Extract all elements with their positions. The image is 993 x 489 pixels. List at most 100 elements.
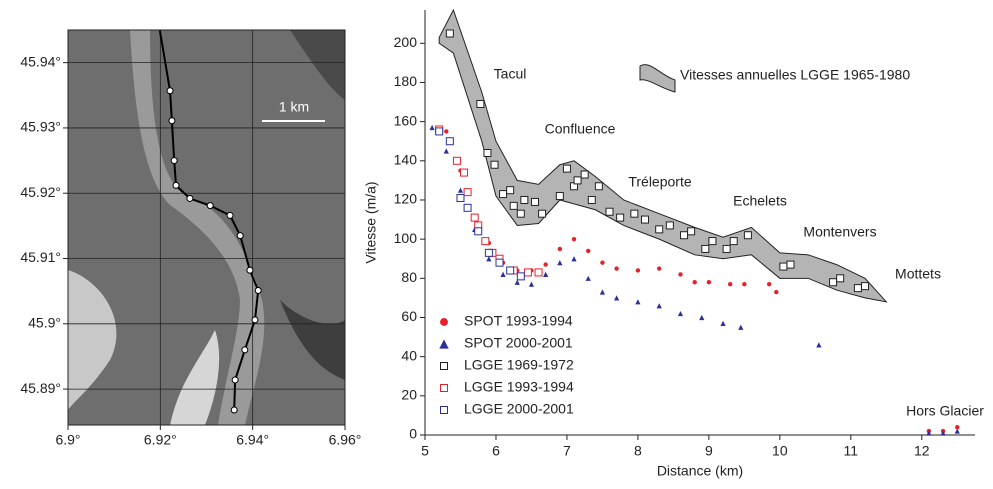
point xyxy=(655,225,664,234)
annotation: Tacul xyxy=(494,66,527,82)
x-tick-label: 6.96° xyxy=(329,432,362,448)
point xyxy=(687,227,696,236)
x-tick-label: 12 xyxy=(914,443,930,459)
legend-label: LGGE 2000-2001 xyxy=(464,401,574,417)
point xyxy=(594,182,603,191)
point xyxy=(457,187,464,193)
point xyxy=(506,266,515,275)
point xyxy=(955,424,960,430)
x-tick-label: 9 xyxy=(705,443,713,459)
point xyxy=(571,236,577,242)
track-point xyxy=(166,87,174,95)
y-tick-label: 160 xyxy=(394,112,418,128)
point xyxy=(562,164,571,173)
y-tick-label: 140 xyxy=(394,152,418,168)
x-tick-label: 6.94° xyxy=(236,432,269,448)
point xyxy=(600,260,605,265)
x-tick-label: 6.92° xyxy=(144,432,177,448)
x-tick-label: 6.9° xyxy=(55,432,80,448)
point xyxy=(528,281,535,287)
point xyxy=(722,244,731,253)
point xyxy=(445,29,454,38)
track-point xyxy=(226,211,234,219)
track-point xyxy=(170,157,178,165)
point xyxy=(538,209,547,218)
point xyxy=(523,268,532,277)
point xyxy=(680,231,689,240)
legend-marker xyxy=(439,339,449,349)
track-point xyxy=(251,316,259,324)
y-tick-label: 20 xyxy=(401,387,417,403)
annotation: Mottets xyxy=(895,266,941,282)
band xyxy=(438,8,888,303)
point xyxy=(720,320,726,326)
point xyxy=(926,430,932,436)
point xyxy=(555,192,564,201)
band-legend-label: Vitesses annuelles LGGE 1965-1980 xyxy=(680,67,910,83)
point xyxy=(470,213,479,222)
point xyxy=(836,274,845,283)
point xyxy=(656,303,662,309)
point xyxy=(516,209,525,218)
point xyxy=(456,194,465,203)
point xyxy=(786,260,795,269)
point xyxy=(557,260,563,266)
legend-label: SPOT 1993-1994 xyxy=(464,313,573,329)
x-tick-label: 7 xyxy=(563,443,571,459)
point xyxy=(635,299,641,305)
point xyxy=(543,262,548,267)
annotation: Echelets xyxy=(733,193,787,209)
point xyxy=(481,237,490,246)
y-tick-label: 120 xyxy=(394,191,418,207)
point xyxy=(580,170,589,179)
point xyxy=(692,280,697,285)
point xyxy=(557,246,563,252)
point xyxy=(779,262,788,271)
legend-label: LGGE 1993-1994 xyxy=(464,379,574,395)
y-tick-label: 180 xyxy=(394,73,418,89)
point xyxy=(742,281,747,287)
point xyxy=(774,289,779,295)
point xyxy=(520,195,529,204)
band-legend-swatch xyxy=(639,64,676,93)
point xyxy=(630,209,639,218)
y-tick-label: 80 xyxy=(401,269,417,285)
point xyxy=(514,279,520,285)
y-tick-label: 45.91° xyxy=(20,249,61,265)
point xyxy=(729,237,738,246)
point xyxy=(476,100,485,109)
legend-marker xyxy=(440,406,448,414)
annotation: Hors Glacier xyxy=(906,403,984,419)
point xyxy=(677,310,684,317)
track-point xyxy=(168,117,176,125)
x-tick-label: 10 xyxy=(772,443,788,459)
scale-label: 1 km xyxy=(279,99,309,115)
point xyxy=(445,137,454,146)
annotation: Confluence xyxy=(545,121,616,137)
point xyxy=(727,281,733,287)
point xyxy=(635,268,641,273)
legend-marker xyxy=(440,362,448,370)
track-point xyxy=(241,346,249,354)
point xyxy=(484,248,493,257)
y-tick-label: 100 xyxy=(394,230,418,246)
point xyxy=(534,268,543,277)
point xyxy=(486,256,492,262)
legend-label: SPOT 2000-2001 xyxy=(464,335,573,351)
point xyxy=(500,271,506,278)
point xyxy=(708,237,717,246)
point xyxy=(543,271,549,278)
point xyxy=(587,195,596,204)
point xyxy=(853,284,862,293)
point xyxy=(599,289,606,295)
terrain xyxy=(290,30,345,100)
point xyxy=(443,148,449,154)
point xyxy=(665,221,674,230)
y-axis-label: Vitesse (m/a) xyxy=(363,181,379,263)
glacier xyxy=(130,30,265,425)
legend-label: LGGE 1969-1972 xyxy=(464,357,574,373)
point xyxy=(616,213,625,222)
legend-marker xyxy=(440,384,448,392)
point xyxy=(460,168,469,177)
point xyxy=(678,272,683,277)
